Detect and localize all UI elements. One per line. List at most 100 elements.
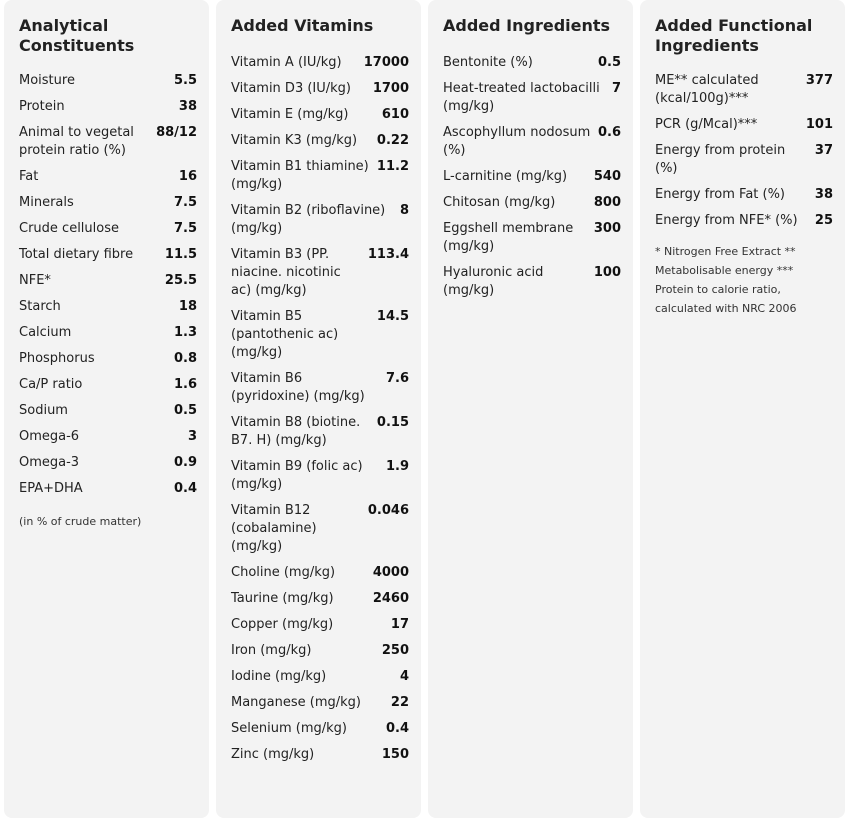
row-label: EPA+DHA (19, 481, 83, 496)
table-row: Ascophyllum nodosum (%) 0.6 (443, 124, 621, 160)
row-label: Omega-3 (19, 455, 80, 470)
row-label: Vitamin B9 (folic ac) (mg/kg) (231, 459, 363, 492)
table-row: EPA+DHA 0.4 (19, 480, 197, 498)
row-value: 25.5 (164, 273, 197, 288)
table-row: Vitamin B3 (PP. niacine. nicotinic ac) (… (231, 246, 409, 300)
row-label: Vitamin E (mg/kg) (231, 107, 349, 122)
row-value: 0.5 (173, 403, 197, 418)
row-label: Vitamin D3 (IU/kg) (231, 81, 351, 96)
row-label: Crude cellulose (19, 221, 119, 236)
row-label: Vitamin B12 (cobalamine) (mg/kg) (231, 503, 317, 554)
row-label: Manganese (mg/kg) (231, 695, 361, 710)
row-label: Vitamin B8 (biotine. B7. H) (mg/kg) (231, 415, 361, 448)
table-row: Manganese (mg/kg) 22 (231, 694, 409, 712)
row-value: 0.15 (376, 415, 409, 430)
row-value: 22 (390, 695, 409, 710)
functional-footnote: * Nitrogen Free Extract ** Metabolisable… (655, 245, 797, 315)
row-value: 610 (381, 107, 409, 122)
table-row: Starch 18 (19, 298, 197, 316)
row-label: Ascophyllum nodosum (%) (443, 125, 591, 158)
row-value: 14.5 (376, 309, 409, 324)
table-row: Omega-6 3 (19, 428, 197, 446)
table-row: Phosphorus 0.8 (19, 350, 197, 368)
added-ingredients-panel: Added Ingredients Bentonite (%) 0.5 Heat-t… (428, 0, 633, 818)
row-value: 11.5 (164, 247, 197, 262)
row-label: Taurine (mg/kg) (231, 591, 334, 606)
table-row: Selenium (mg/kg) 0.4 (231, 720, 409, 738)
row-label: Omega-6 (19, 429, 80, 444)
table-row: NFE* 25.5 (19, 272, 197, 290)
row-label: Energy from protein (%) (655, 143, 786, 176)
row-label: PCR (g/Mcal)*** (655, 117, 758, 132)
added-functional-ingredients-title: Added Functional Ingredients (655, 16, 813, 55)
row-label: Calcium (19, 325, 72, 340)
row-label: Vitamin B2 (riboflavine) (mg/kg) (231, 203, 386, 236)
row-value: 7 (611, 81, 621, 96)
row-value: 0.4 (385, 721, 409, 736)
table-row: Ca/P ratio 1.6 (19, 376, 197, 394)
row-value: 5.5 (173, 73, 197, 88)
table-row: Taurine (mg/kg) 2460 (231, 590, 409, 608)
row-label: Vitamin K3 (mg/kg) (231, 133, 358, 148)
table-row: Sodium 0.5 (19, 402, 197, 420)
table-row: Vitamin E (mg/kg) 610 (231, 106, 409, 124)
row-label: Starch (19, 299, 61, 314)
row-label: Vitamin B6 (pyridoxine) (mg/kg) (231, 371, 365, 404)
row-value: 0.4 (173, 481, 197, 496)
table-row: Vitamin D3 (IU/kg) 1700 (231, 80, 409, 98)
table-row: Vitamin B1 thiamine) (mg/kg) 11.2 (231, 158, 409, 194)
table-row: Copper (mg/kg) 17 (231, 616, 409, 634)
table-row: Vitamin B12 (cobalamine) (mg/kg) 0.046 (231, 502, 409, 556)
table-row: Vitamin B2 (riboflavine) (mg/kg) 8 (231, 202, 409, 238)
row-label: Iron (mg/kg) (231, 643, 312, 658)
analytical-constituents-list: Moisture 5.5 Protein 38 Animal to vegetal pr… (19, 72, 197, 498)
added-ingredients-list: Bentonite (%) 0.5 Heat-treated lactobacill… (443, 54, 621, 300)
row-value: 1.6 (173, 377, 197, 392)
row-value: 100 (593, 265, 621, 280)
row-label: Heat-treated lactobacilli (mg/kg) (443, 81, 600, 114)
row-label: Copper (mg/kg) (231, 617, 334, 632)
row-value: 0.046 (367, 503, 409, 518)
table-row: Fat 16 (19, 168, 197, 186)
row-label: Vitamin B5 (pantothenic ac) (mg/kg) (231, 309, 339, 360)
row-label: Minerals (19, 195, 74, 210)
row-value: 4000 (372, 565, 409, 580)
row-value: 8 (399, 203, 409, 218)
row-value: 0.6 (597, 125, 621, 140)
analytical-constituents-panel: Analytical Constituents Moisture 5.5 Prote… (4, 0, 209, 818)
table-row: Bentonite (%) 0.5 (443, 54, 621, 72)
added-vitamins-panel: Added Vitamins Vitamin A (IU/kg) 17000 Vit… (216, 0, 421, 818)
row-label: Bentonite (%) (443, 55, 533, 70)
row-label: Total dietary fibre (19, 247, 134, 262)
row-value: 7.6 (385, 371, 409, 386)
row-label: Iodine (mg/kg) (231, 669, 327, 684)
row-value: 2460 (372, 591, 409, 606)
row-value: 0.22 (376, 133, 409, 148)
table-row: Chitosan (mg/kg) 800 (443, 194, 621, 212)
table-row: Vitamin B9 (folic ac) (mg/kg) 1.9 (231, 458, 409, 494)
row-value: 250 (381, 643, 409, 658)
row-value: 18 (178, 299, 197, 314)
table-row: Minerals 7.5 (19, 194, 197, 212)
row-value: 7.5 (173, 221, 197, 236)
row-label: Eggshell membrane (mg/kg) (443, 221, 574, 254)
row-label: Moisture (19, 73, 75, 88)
table-row: Moisture 5.5 (19, 72, 197, 90)
row-value: 0.8 (173, 351, 197, 366)
analytical-footnote: (in % of crude matter) (19, 515, 142, 528)
added-functional-ingredients-panel: Added Functional Ingredients ME** calcul… (640, 0, 845, 818)
added-vitamins-title: Added Vitamins (231, 16, 374, 35)
row-value: 377 (805, 73, 833, 88)
row-value: 101 (805, 117, 833, 132)
row-value: 38 (178, 99, 197, 114)
row-value: 150 (381, 747, 409, 762)
row-label: Energy from Fat (%) (655, 187, 786, 202)
row-label: Energy from NFE* (%) (655, 213, 798, 228)
row-label: Vitamin B1 thiamine) (mg/kg) (231, 159, 369, 192)
row-value: 7.5 (173, 195, 197, 210)
table-row: Vitamin A (IU/kg) 17000 (231, 54, 409, 72)
row-value: 800 (593, 195, 621, 210)
row-value: 88/12 (156, 125, 197, 140)
table-row: Protein 38 (19, 98, 197, 116)
row-label: Chitosan (mg/kg) (443, 195, 556, 210)
